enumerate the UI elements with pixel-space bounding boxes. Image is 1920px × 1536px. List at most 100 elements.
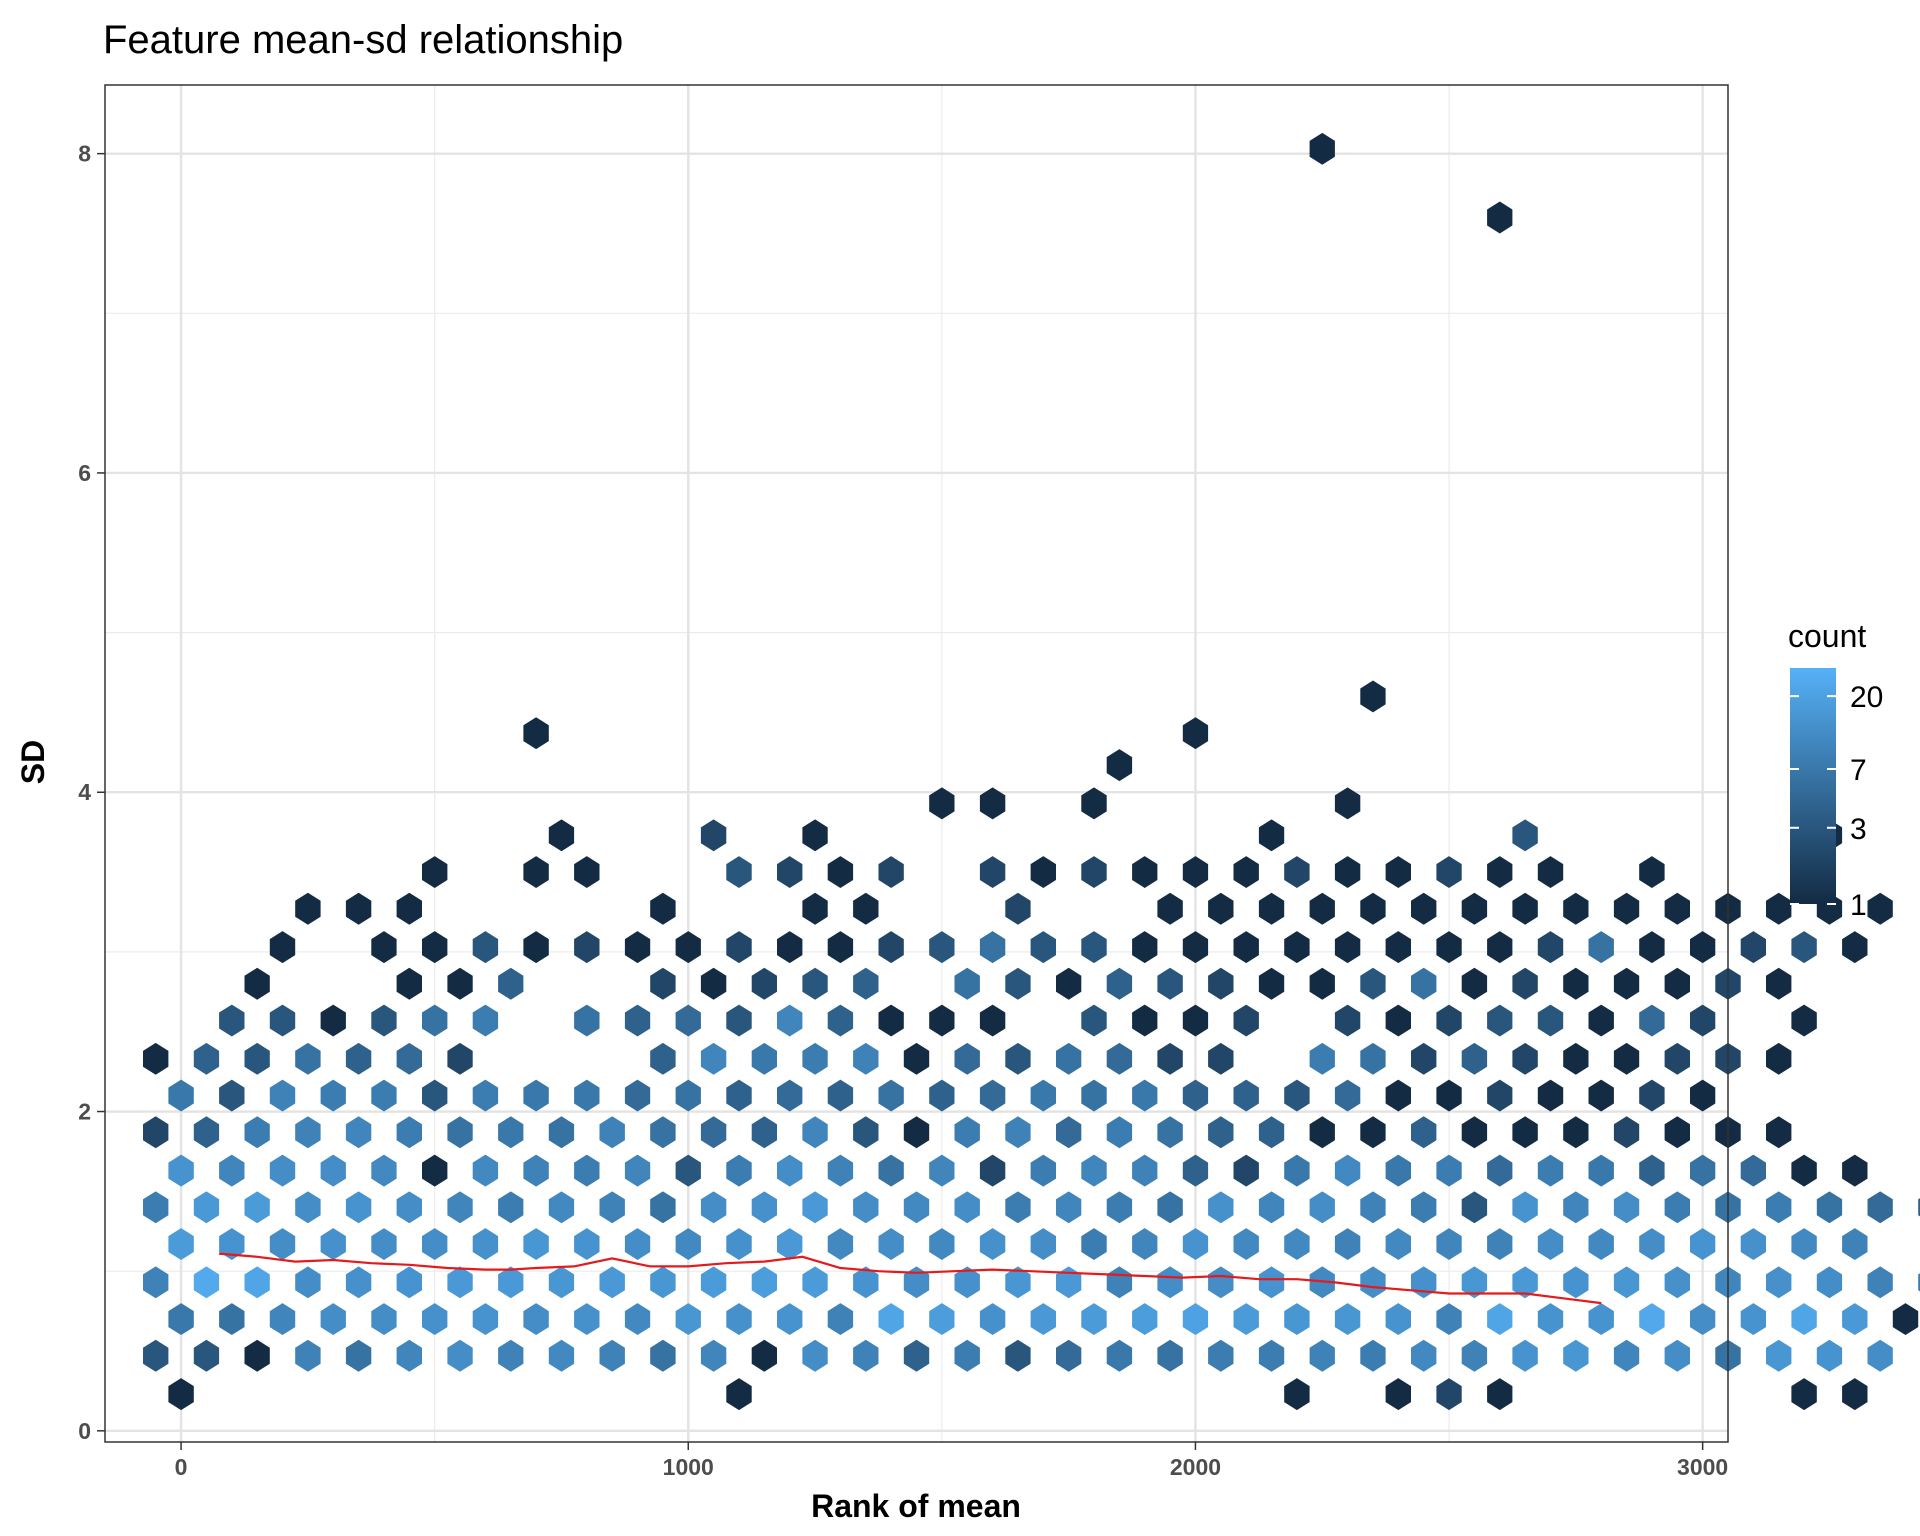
hex-bin <box>650 892 676 925</box>
hex-bin <box>1639 1079 1665 1112</box>
hex-bin <box>1613 967 1640 1000</box>
hex-bin <box>1081 1154 1107 1187</box>
hex-bin <box>447 967 473 1000</box>
hex-bin <box>244 1116 270 1149</box>
hex-bin <box>422 1079 448 1112</box>
hex-bin <box>1132 1154 1158 1187</box>
hex-bin <box>1106 1042 1133 1075</box>
hex-bin <box>1030 856 1056 888</box>
hex-bin <box>751 1266 777 1299</box>
hex-bin <box>574 1303 600 1335</box>
hex-bin <box>1461 1116 1488 1149</box>
hex-bin <box>244 1339 270 1372</box>
hex-bin <box>1740 1303 1766 1335</box>
hex-bin <box>1436 1303 1462 1335</box>
hex-bin <box>1182 856 1209 888</box>
hex-bin <box>1309 1042 1335 1075</box>
hex-bin <box>269 931 296 964</box>
hex-bin <box>1208 1191 1234 1224</box>
hex-bin <box>1081 1303 1107 1335</box>
hex-bin <box>1487 1303 1513 1335</box>
hex-bin <box>1461 892 1488 925</box>
hex-bin <box>929 1154 955 1187</box>
hex-bin <box>1284 1079 1310 1112</box>
hex-bin <box>574 1004 600 1037</box>
hex-bin <box>320 1303 346 1335</box>
hex-bin <box>1208 1266 1234 1299</box>
hex-bin <box>1690 1228 1716 1260</box>
hex-bin <box>1132 1004 1158 1037</box>
hex-bin <box>219 1004 245 1037</box>
hex-bin <box>954 1191 980 1224</box>
hex-bin <box>903 1339 930 1372</box>
hex-bin <box>1284 856 1310 888</box>
hex-bin <box>1588 1303 1614 1335</box>
hex-bin <box>1385 856 1411 888</box>
hex-bin <box>802 892 828 925</box>
hex-bin <box>700 1266 727 1299</box>
hex-bin <box>422 931 448 964</box>
hex-bin <box>447 1116 473 1149</box>
hex-bin <box>219 1228 245 1260</box>
hex-bin <box>929 787 955 820</box>
panel-border <box>104 84 1729 1443</box>
hex-bin <box>954 967 980 1000</box>
y-tick-label: 8 <box>78 141 91 167</box>
hex-bin <box>1284 1303 1310 1335</box>
hex-bin <box>1005 1042 1031 1075</box>
hex-bin <box>802 1266 828 1299</box>
hex-bin <box>447 1191 473 1224</box>
hex-bin <box>396 892 422 925</box>
hex-bin <box>1081 931 1107 964</box>
hex-bin <box>1563 1191 1589 1224</box>
legend-label: 20 <box>1850 681 1883 714</box>
hex-bin <box>700 819 727 852</box>
hex-bin <box>168 1079 194 1112</box>
hex-bin <box>624 1004 651 1037</box>
hex-bin <box>853 1191 879 1224</box>
hex-bin <box>1081 1228 1107 1260</box>
hex-bin <box>1258 1266 1285 1299</box>
hex-bin <box>853 1339 879 1372</box>
chart-title: Feature mean-sd relationship <box>103 18 623 62</box>
hex-bin <box>1334 856 1361 888</box>
hex-bin <box>1512 1042 1538 1075</box>
hex-bin <box>1208 1042 1234 1075</box>
hex-bin <box>1487 931 1513 964</box>
hex-bin <box>1487 1378 1513 1411</box>
hex-bin <box>1613 1116 1640 1149</box>
hex-bin <box>1334 1004 1361 1037</box>
hex-bin <box>1106 1191 1133 1224</box>
hex-bin <box>827 1154 854 1187</box>
hex-bin <box>599 1339 625 1372</box>
hex-bin <box>878 1228 904 1260</box>
hex-bin <box>675 1303 701 1335</box>
hex-bin <box>979 787 1006 820</box>
hex-bin <box>1791 1303 1817 1335</box>
hex-bin <box>1842 1303 1868 1335</box>
hex-bin <box>1411 967 1437 1000</box>
hex-bin <box>1132 1303 1158 1335</box>
hex-bin <box>422 1154 448 1187</box>
hex-bin <box>1157 1266 1183 1299</box>
hex-bin <box>1233 1079 1259 1112</box>
hex-bin <box>1766 1191 1792 1224</box>
hex-bin <box>193 1266 220 1299</box>
hex-bin <box>498 967 524 1000</box>
hex-bin <box>1030 1228 1056 1260</box>
hex-bin <box>1258 819 1285 852</box>
hex-bin <box>1233 1228 1259 1260</box>
hex-bin <box>1436 931 1462 964</box>
hex-bin <box>396 1339 422 1372</box>
hex-bin <box>472 1004 499 1037</box>
hex-bin <box>1690 1154 1716 1187</box>
hex-bin <box>1182 1004 1209 1037</box>
legend-ticks: 1 3 7 20 <box>1790 681 1883 922</box>
hex-bin <box>1461 1266 1488 1299</box>
hex-bin <box>1030 931 1056 964</box>
hex-bin <box>700 1339 727 1372</box>
hex-bin <box>1360 1266 1386 1299</box>
hex-bin <box>269 1303 296 1335</box>
hex-bin <box>345 1116 372 1149</box>
hex-bin <box>1030 1154 1056 1187</box>
